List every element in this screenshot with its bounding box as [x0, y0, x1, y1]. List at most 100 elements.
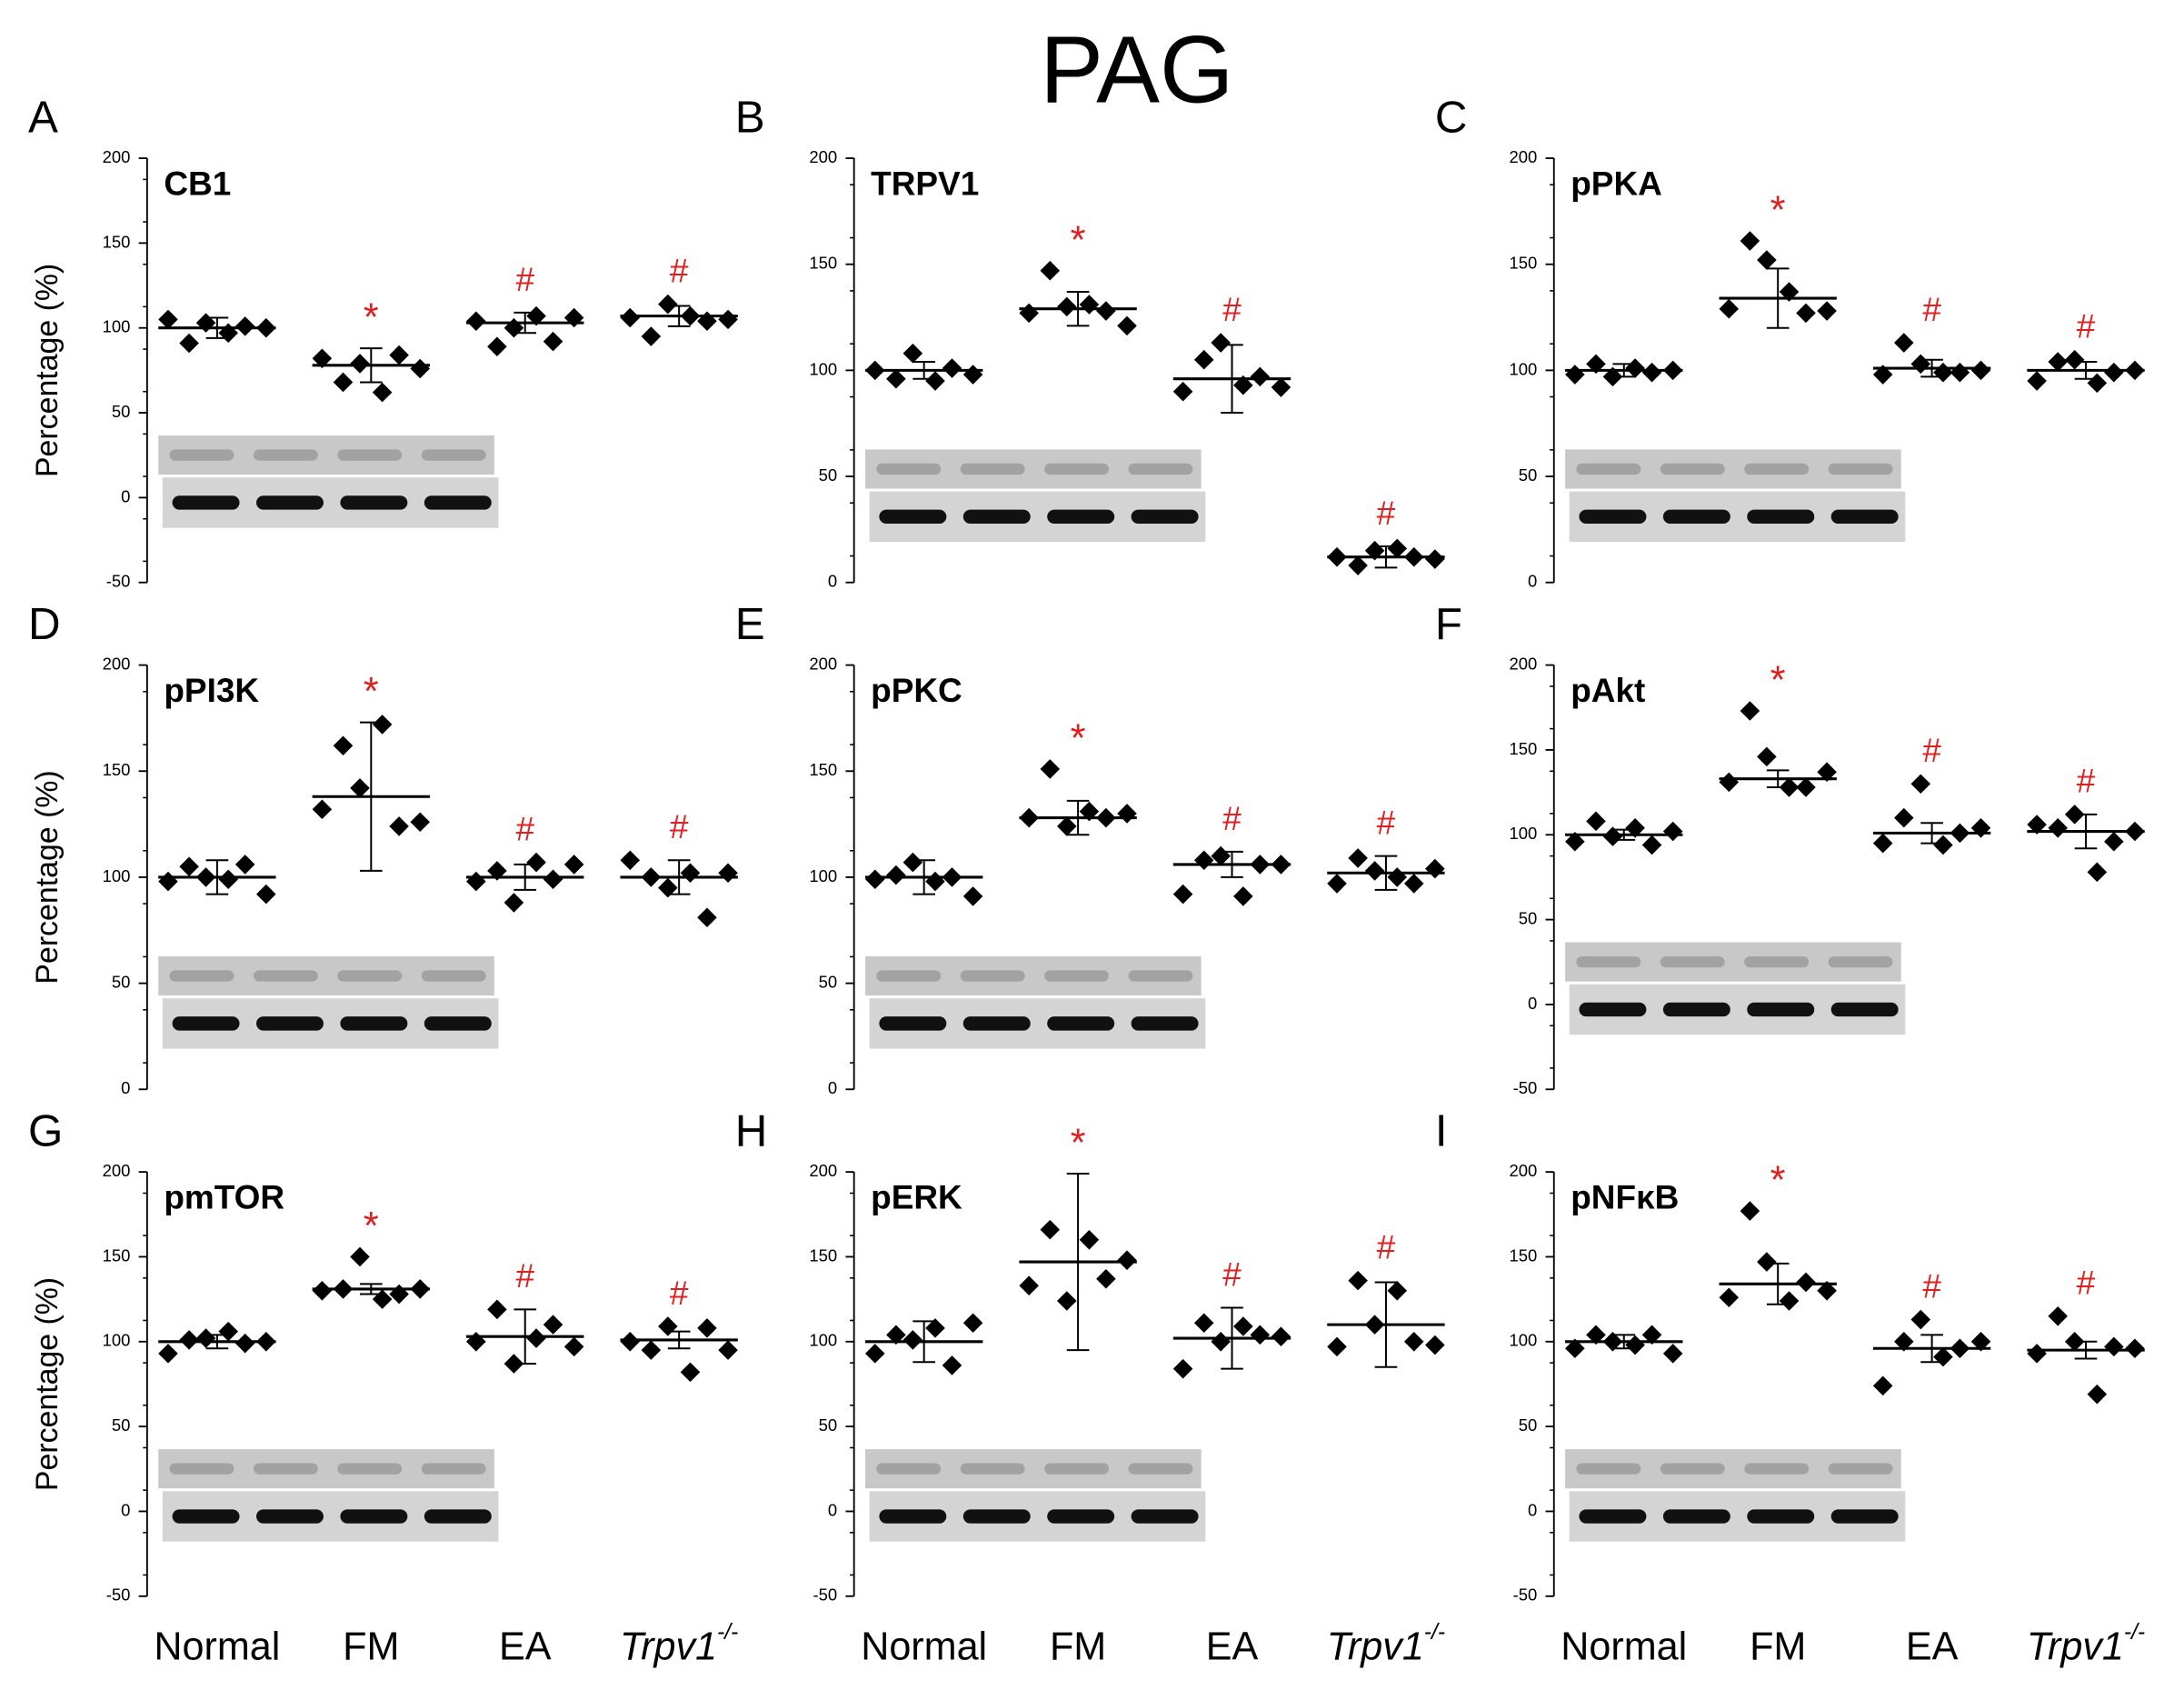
y-tick-label: 200	[103, 654, 131, 673]
data-point	[962, 365, 983, 385]
y-tick-label: -50	[106, 572, 131, 591]
data-point	[389, 1284, 409, 1305]
panel-letter: I	[1435, 1106, 1448, 1156]
data-point	[1056, 1291, 1077, 1311]
data-point	[1796, 1272, 1816, 1293]
panel-letter: C	[1435, 92, 1468, 142]
blot-band	[1828, 1463, 1893, 1475]
blot-band	[172, 1509, 240, 1524]
data-point	[680, 305, 701, 326]
blot-band	[337, 1463, 403, 1475]
data-point	[942, 867, 962, 887]
data-point	[563, 855, 584, 875]
category-text: Trpv1	[1327, 1625, 1424, 1669]
data-point	[1271, 1326, 1291, 1346]
blot-band	[1576, 1463, 1641, 1475]
data-point	[925, 871, 945, 892]
data-point	[1019, 807, 1039, 828]
data-point	[179, 1330, 199, 1350]
y-tick-label: -50	[1513, 1585, 1538, 1605]
data-point	[158, 309, 178, 330]
data-point	[1625, 818, 1645, 838]
blot-band	[1662, 509, 1730, 525]
blot-band	[1747, 1002, 1815, 1017]
data-point	[903, 343, 923, 364]
significance-mark: #	[1222, 800, 1242, 837]
x-category-label: Trpv1-/-	[620, 1619, 738, 1668]
data-point	[1894, 807, 1914, 828]
blot-band	[1828, 955, 1893, 968]
panel-title: pERK	[871, 1179, 962, 1216]
data-point	[504, 893, 524, 913]
data-point	[1096, 1268, 1116, 1289]
data-point	[1950, 1338, 1970, 1359]
blot-band	[1044, 1463, 1109, 1475]
significance-mark: *	[1071, 1122, 1086, 1165]
data-point	[1233, 1316, 1253, 1336]
x-category-label: Normal	[1561, 1625, 1687, 1669]
data-point	[641, 326, 662, 346]
data-point	[526, 852, 546, 873]
x-category-label: Normal	[861, 1625, 987, 1669]
blot-band	[1576, 463, 1641, 475]
data-point	[641, 867, 662, 887]
significance-mark: #	[2077, 763, 2096, 800]
data-point	[2048, 818, 2069, 838]
significance-mark: #	[1222, 1255, 1242, 1293]
data-point	[2125, 1338, 2145, 1359]
panel-title: pPKA	[1571, 165, 1662, 203]
data-point	[487, 1299, 507, 1320]
blot-band	[1576, 955, 1641, 968]
significance-mark: *	[364, 670, 379, 714]
blot-band	[256, 1016, 324, 1031]
data-point	[697, 311, 717, 332]
data-point	[1019, 1275, 1039, 1295]
data-point	[234, 316, 255, 336]
y-tick-label: 150	[1509, 1245, 1537, 1265]
data-point	[718, 309, 738, 330]
blot-band	[1660, 1463, 1725, 1475]
y-tick-label: 0	[1528, 572, 1537, 591]
data-point	[179, 856, 199, 877]
data-point	[658, 877, 678, 898]
data-point	[504, 1354, 524, 1374]
data-point	[886, 865, 906, 885]
significance-mark: *	[1770, 189, 1786, 233]
data-point	[1757, 250, 1777, 270]
significance-mark: #	[1922, 732, 1941, 769]
data-point	[718, 1340, 738, 1360]
data-point	[372, 382, 393, 403]
blot-band	[1747, 1509, 1815, 1524]
data-point	[195, 313, 216, 333]
blot-band	[1662, 1002, 1730, 1017]
data-point	[218, 869, 238, 890]
data-point	[620, 1332, 641, 1352]
data-point	[179, 333, 199, 354]
blot-band	[1660, 463, 1725, 475]
data-point	[1403, 546, 1424, 567]
data-point	[372, 1289, 393, 1309]
y-tick-label: 200	[809, 1161, 837, 1180]
data-point	[1641, 362, 1662, 383]
data-point	[1625, 358, 1645, 378]
data-point	[2064, 805, 2085, 825]
data-point	[234, 855, 255, 875]
x-category-label: EA	[1206, 1625, 1259, 1669]
significance-mark: #	[670, 1275, 689, 1312]
significance-mark: #	[1377, 1228, 1396, 1265]
data-point	[1211, 1332, 1231, 1352]
y-tick-label: 200	[1509, 1161, 1537, 1180]
significance-mark: #	[1377, 495, 1396, 532]
blot-band	[879, 1016, 947, 1031]
data-point	[158, 871, 178, 892]
category-superscript: -/-	[1424, 1619, 1445, 1644]
data-point	[864, 1344, 885, 1364]
y-tick-label: 200	[103, 1161, 131, 1180]
blot-band	[1128, 1463, 1193, 1475]
y-tick-label: 50	[112, 1415, 131, 1435]
blot-band	[1047, 1016, 1115, 1031]
y-tick-label: 150	[103, 760, 131, 779]
data-point	[372, 715, 393, 735]
blot-band	[1044, 970, 1109, 982]
blot-band	[169, 1463, 234, 1475]
